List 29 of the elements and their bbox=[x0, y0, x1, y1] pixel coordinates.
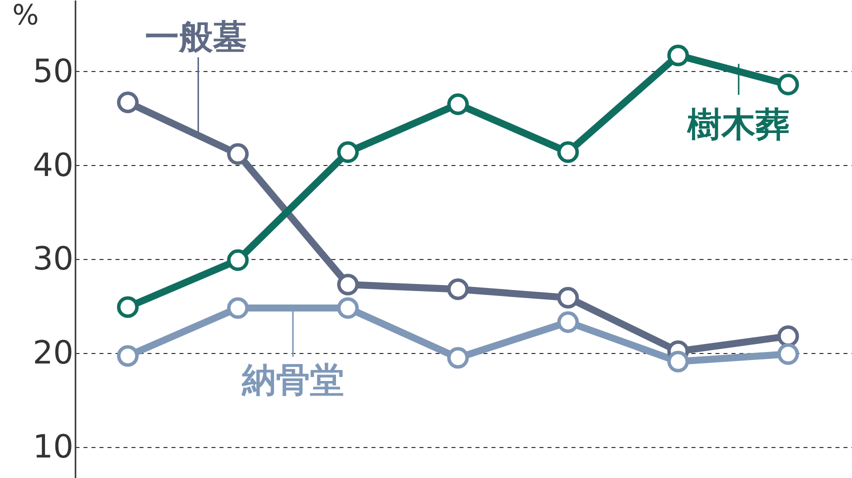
point bbox=[447, 93, 469, 116]
point bbox=[227, 249, 249, 271]
point bbox=[667, 44, 689, 66]
y-tick-label: 20 bbox=[32, 334, 74, 372]
point bbox=[337, 141, 359, 163]
point bbox=[337, 274, 359, 296]
point bbox=[777, 343, 799, 365]
series-label: 一般墓 bbox=[145, 18, 248, 58]
y-tick-label: 30 bbox=[32, 240, 74, 278]
point bbox=[227, 297, 249, 319]
point bbox=[337, 297, 359, 319]
point bbox=[557, 141, 579, 163]
point bbox=[447, 278, 469, 300]
point bbox=[116, 92, 139, 114]
point bbox=[116, 345, 139, 367]
point bbox=[777, 74, 799, 96]
point bbox=[116, 296, 139, 318]
point bbox=[557, 311, 579, 333]
point bbox=[227, 143, 249, 165]
point bbox=[557, 286, 579, 309]
y-tick-label: 50 bbox=[32, 52, 74, 90]
legend-label: 樹木葬 bbox=[686, 104, 790, 145]
y-tick-label: 10 bbox=[32, 428, 74, 466]
y-tick-label: 40 bbox=[32, 146, 74, 184]
point bbox=[777, 325, 799, 348]
point bbox=[447, 346, 469, 369]
legend-label: 納骨堂 bbox=[240, 360, 344, 400]
point bbox=[667, 350, 689, 372]
y-axis-title: % bbox=[12, 0, 39, 32]
